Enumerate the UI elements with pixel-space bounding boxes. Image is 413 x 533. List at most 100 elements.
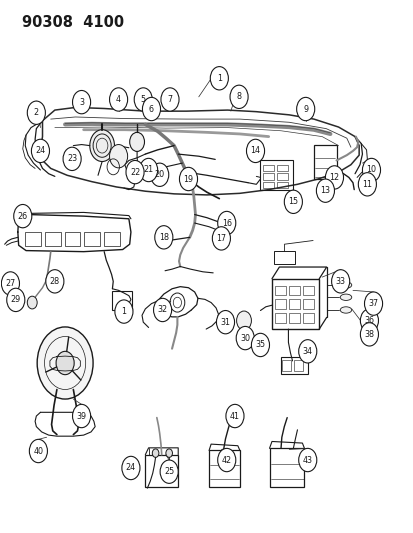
- Circle shape: [358, 173, 375, 196]
- Circle shape: [72, 405, 90, 427]
- Circle shape: [72, 91, 90, 114]
- Bar: [276, 173, 288, 180]
- Circle shape: [37, 327, 93, 399]
- Circle shape: [179, 167, 197, 191]
- Bar: [289, 300, 299, 309]
- Circle shape: [46, 270, 64, 293]
- Bar: [302, 300, 313, 309]
- Bar: [289, 313, 299, 322]
- Bar: [275, 313, 285, 322]
- Text: 22: 22: [130, 167, 140, 176]
- Text: 26: 26: [18, 212, 28, 221]
- Circle shape: [109, 88, 127, 111]
- Circle shape: [236, 326, 254, 350]
- Bar: [104, 231, 119, 246]
- Text: 1: 1: [216, 74, 221, 83]
- Circle shape: [363, 292, 382, 316]
- Bar: [262, 182, 273, 188]
- Text: 41: 41: [229, 411, 240, 421]
- Circle shape: [150, 163, 169, 187]
- Circle shape: [161, 88, 178, 111]
- Circle shape: [298, 448, 316, 472]
- Text: 18: 18: [159, 233, 169, 242]
- Bar: [262, 165, 273, 171]
- Circle shape: [331, 270, 349, 293]
- Circle shape: [361, 158, 380, 182]
- Bar: [302, 286, 313, 295]
- Text: 12: 12: [329, 173, 339, 182]
- Bar: [289, 286, 299, 295]
- Bar: [262, 173, 273, 180]
- Circle shape: [63, 147, 81, 171]
- Circle shape: [359, 309, 377, 332]
- Text: 90308  4100: 90308 4100: [22, 14, 124, 30]
- Text: 21: 21: [143, 166, 153, 174]
- Circle shape: [230, 85, 247, 109]
- Text: 35: 35: [255, 341, 265, 350]
- Bar: [273, 251, 294, 264]
- Text: 33: 33: [335, 277, 345, 286]
- Text: 29: 29: [11, 295, 21, 304]
- Bar: [313, 144, 336, 179]
- Circle shape: [29, 439, 47, 463]
- Circle shape: [152, 449, 159, 457]
- Text: 17: 17: [216, 234, 226, 243]
- Text: 24: 24: [35, 147, 45, 156]
- Circle shape: [166, 449, 172, 457]
- Text: 24: 24: [126, 464, 135, 472]
- Bar: [282, 360, 291, 372]
- Text: 39: 39: [76, 411, 86, 421]
- Circle shape: [217, 448, 235, 472]
- Bar: [276, 165, 288, 171]
- Circle shape: [298, 340, 316, 363]
- Text: 37: 37: [368, 299, 378, 308]
- Circle shape: [325, 166, 343, 189]
- Circle shape: [56, 351, 74, 375]
- Text: 5: 5: [140, 95, 145, 104]
- Circle shape: [210, 67, 228, 90]
- Ellipse shape: [339, 282, 351, 288]
- Text: 6: 6: [149, 104, 154, 114]
- Circle shape: [212, 227, 230, 250]
- Bar: [112, 292, 132, 310]
- Bar: [275, 286, 285, 295]
- Text: 20: 20: [154, 170, 164, 179]
- Text: 30: 30: [240, 334, 249, 343]
- Bar: [271, 279, 318, 329]
- Ellipse shape: [339, 294, 351, 301]
- Text: 2: 2: [34, 108, 39, 117]
- Circle shape: [284, 190, 301, 214]
- Circle shape: [31, 139, 50, 163]
- Bar: [269, 448, 304, 487]
- Text: 19: 19: [183, 174, 193, 183]
- Text: 15: 15: [287, 197, 298, 206]
- Circle shape: [121, 456, 140, 480]
- Circle shape: [126, 160, 144, 184]
- Bar: [293, 360, 302, 372]
- Circle shape: [14, 205, 32, 228]
- Circle shape: [316, 179, 334, 203]
- Bar: [25, 231, 41, 246]
- Text: 9: 9: [302, 104, 308, 114]
- Bar: [280, 357, 307, 374]
- Circle shape: [296, 98, 314, 120]
- Text: 38: 38: [363, 330, 373, 339]
- Circle shape: [134, 88, 152, 111]
- Ellipse shape: [339, 307, 351, 313]
- Circle shape: [1, 272, 19, 295]
- Bar: [275, 300, 285, 309]
- Text: 7: 7: [167, 95, 172, 104]
- Circle shape: [115, 300, 133, 323]
- Bar: [209, 450, 239, 487]
- Circle shape: [251, 333, 269, 357]
- Text: 27: 27: [5, 279, 16, 288]
- Text: 13: 13: [320, 186, 330, 195]
- Bar: [145, 455, 178, 487]
- Circle shape: [109, 144, 127, 168]
- Circle shape: [225, 405, 243, 427]
- Bar: [276, 182, 288, 188]
- Circle shape: [246, 139, 264, 163]
- Bar: [64, 231, 80, 246]
- Circle shape: [153, 298, 171, 321]
- Text: 1: 1: [121, 307, 126, 316]
